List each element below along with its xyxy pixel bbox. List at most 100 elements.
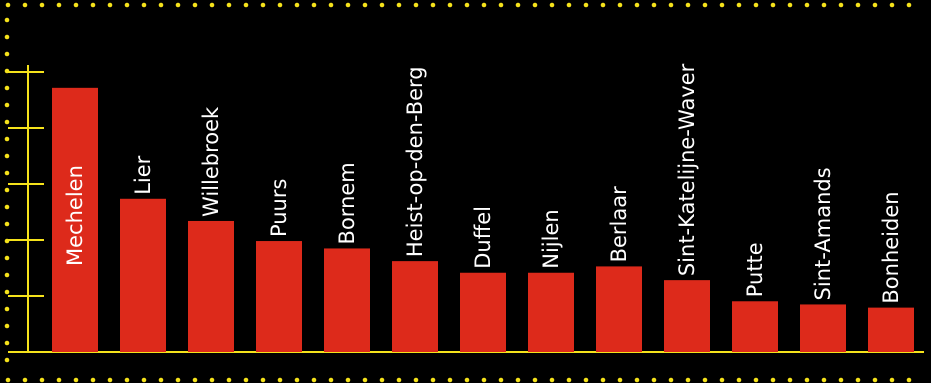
border-dot xyxy=(855,377,861,383)
border-dot xyxy=(685,377,691,383)
border-dot xyxy=(4,289,10,295)
border-dot xyxy=(600,377,606,383)
border-dot xyxy=(209,377,215,383)
border-dot xyxy=(277,2,283,8)
border-dot xyxy=(515,2,521,8)
bar-label: Putte xyxy=(743,242,767,297)
border-dot xyxy=(4,119,10,125)
border-dot xyxy=(481,2,487,8)
border-dot xyxy=(260,377,266,383)
border-dot xyxy=(4,102,10,108)
border-dot xyxy=(73,2,79,8)
border-dot xyxy=(583,377,589,383)
border-dot xyxy=(294,377,300,383)
border-dot xyxy=(4,221,10,227)
border-dot xyxy=(107,377,113,383)
border-dot xyxy=(39,2,45,8)
border-dot xyxy=(260,2,266,8)
border-dot xyxy=(549,2,555,8)
border-dot xyxy=(56,377,62,383)
border-dot xyxy=(583,2,589,8)
border-dot xyxy=(379,377,385,383)
border-dot xyxy=(464,2,470,8)
bar xyxy=(868,307,914,352)
border-dot xyxy=(804,2,810,8)
border-dot xyxy=(821,377,827,383)
bar xyxy=(664,280,710,352)
border-dot xyxy=(617,377,623,383)
bar xyxy=(120,198,166,352)
border-dot xyxy=(4,17,10,23)
border-dot xyxy=(889,2,895,8)
border-dot xyxy=(396,2,402,8)
border-dot xyxy=(4,255,10,261)
bar xyxy=(324,248,370,352)
border-dot xyxy=(532,2,538,8)
border-dot xyxy=(770,377,776,383)
border-dot xyxy=(90,2,96,8)
bar xyxy=(52,87,98,352)
border-dot xyxy=(4,170,10,176)
border-dots xyxy=(4,2,912,383)
bars xyxy=(52,87,914,352)
bar xyxy=(256,241,302,352)
border-dot xyxy=(4,153,10,159)
border-dot xyxy=(328,2,334,8)
border-dot xyxy=(753,2,759,8)
border-dot xyxy=(39,377,45,383)
border-dot xyxy=(498,2,504,8)
bar xyxy=(528,272,574,352)
border-dot xyxy=(22,2,28,8)
border-dot xyxy=(345,377,351,383)
bar-label: Heist-op-den-Berg xyxy=(403,66,427,257)
border-dot xyxy=(430,2,436,8)
border-dot xyxy=(90,377,96,383)
border-dot xyxy=(447,2,453,8)
bar-labels: Mechelen Lier Willebroek Puurs Bornem Heist-o… xyxy=(63,63,903,303)
bar xyxy=(460,272,506,352)
border-dot xyxy=(719,2,725,8)
border-dot xyxy=(5,377,11,383)
border-dot xyxy=(4,85,10,91)
border-dot xyxy=(5,2,11,8)
border-dot xyxy=(651,377,657,383)
border-dot xyxy=(651,2,657,8)
border-dot xyxy=(362,377,368,383)
border-dot xyxy=(124,377,130,383)
border-dot xyxy=(141,2,147,8)
border-dot xyxy=(4,272,10,278)
border-dot xyxy=(379,2,385,8)
border-dot xyxy=(617,2,623,8)
bar-label: Berlaar xyxy=(607,186,631,263)
border-dot xyxy=(906,377,912,383)
border-dot xyxy=(838,2,844,8)
border-dot xyxy=(685,2,691,8)
border-dot xyxy=(753,377,759,383)
border-dot xyxy=(515,377,521,383)
bar xyxy=(596,266,642,352)
border-dot xyxy=(719,377,725,383)
bar-label: Willebroek xyxy=(199,106,223,217)
border-dot xyxy=(243,2,249,8)
border-dot xyxy=(668,377,674,383)
border-dot xyxy=(175,2,181,8)
bar xyxy=(800,304,846,352)
border-dot xyxy=(345,2,351,8)
bar-label: Bonheiden xyxy=(879,191,903,303)
border-dot xyxy=(787,2,793,8)
border-dot xyxy=(736,2,742,8)
border-dot xyxy=(4,323,10,329)
border-dot xyxy=(226,2,232,8)
border-dot xyxy=(4,340,10,346)
border-dot xyxy=(209,2,215,8)
border-dot xyxy=(4,34,10,40)
border-dot xyxy=(634,377,640,383)
border-dot xyxy=(838,377,844,383)
border-dot xyxy=(413,377,419,383)
border-dot xyxy=(702,2,708,8)
bar xyxy=(392,261,438,352)
bar-label: Sint-Katelijne-Waver xyxy=(675,63,699,276)
bar-label: Nijlen xyxy=(539,209,563,268)
border-dot xyxy=(362,2,368,8)
border-dot xyxy=(311,2,317,8)
